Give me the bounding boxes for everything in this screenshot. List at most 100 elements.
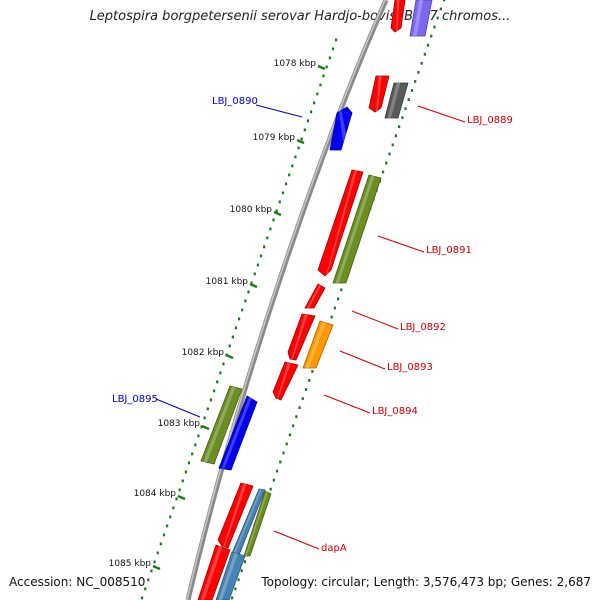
ruler-tick xyxy=(201,424,210,431)
label-leader-line xyxy=(377,235,425,253)
feature-label[interactable]: LBJ_0891 xyxy=(426,245,472,256)
feature-red-0891[interactable] xyxy=(317,169,364,277)
ruler-dot xyxy=(159,542,162,546)
ruler-tick xyxy=(317,64,326,71)
chromosome-backbone xyxy=(185,0,389,600)
label-leader-line xyxy=(155,398,201,418)
feature-red-0892[interactable] xyxy=(304,283,326,309)
ruler-dot xyxy=(240,569,243,573)
feature-orange-0893[interactable] xyxy=(302,320,334,369)
ruler-dot xyxy=(282,451,285,455)
ruler-dot xyxy=(266,236,269,240)
ruler-tick-label: 1081 kbp xyxy=(206,277,249,287)
ruler-dot xyxy=(222,362,225,366)
feature-red-top[interactable] xyxy=(390,0,406,33)
feature-lbj0890[interactable] xyxy=(329,106,353,151)
ruler-dot xyxy=(309,110,313,114)
ruler-dot xyxy=(216,380,219,384)
ruler-dot xyxy=(284,182,288,186)
ruler-dot xyxy=(281,191,285,195)
ruler-dot xyxy=(388,152,391,156)
ruler-dot xyxy=(322,74,325,78)
ruler-dot xyxy=(272,218,275,222)
ruler-dot xyxy=(212,389,216,393)
ruler-dot xyxy=(244,299,247,303)
ruler-dot xyxy=(381,170,385,174)
feature-gray-0889[interactable] xyxy=(384,82,409,119)
ruler-dot xyxy=(206,407,209,411)
ruler-dot xyxy=(433,25,436,29)
feature-olive-0891[interactable] xyxy=(332,174,382,284)
ruler-dot xyxy=(172,506,175,510)
ruler-dot xyxy=(141,596,144,600)
ruler-dot xyxy=(219,371,222,375)
feature-red-0889a[interactable] xyxy=(368,75,390,113)
ruler-tick xyxy=(225,353,234,360)
ruler-dot xyxy=(231,335,234,339)
ruler-dot xyxy=(420,61,423,65)
feature-label[interactable]: LBJ_0895 xyxy=(112,394,158,405)
feature-label[interactable]: LBJ_0890 xyxy=(212,96,258,107)
feature-label[interactable]: dapA xyxy=(321,543,347,554)
ruler-dot xyxy=(285,442,288,446)
feature-label[interactable]: LBJ_0889 xyxy=(467,115,513,126)
map-title: Leptospira borgpetersenii serovar Hardjo… xyxy=(89,9,511,24)
ruler-dot xyxy=(191,452,194,456)
ruler-dot xyxy=(243,560,247,564)
ruler-dot xyxy=(231,596,234,600)
ruler-dot xyxy=(439,7,442,11)
feature-label[interactable]: LBJ_0892 xyxy=(400,322,446,333)
feature-label[interactable]: LBJ_0894 xyxy=(372,406,418,417)
ruler-dot xyxy=(330,315,333,319)
label-leader-line xyxy=(255,104,303,118)
ruler-dot xyxy=(301,397,304,400)
genome-summary: Topology: circular; Length: 3,576,473 bp… xyxy=(261,575,591,589)
feature-label[interactable]: LBJ_0893 xyxy=(387,362,433,373)
ruler-dot xyxy=(153,560,156,564)
feature-olive-0895[interactable] xyxy=(200,385,243,465)
ruler-tick-label: 1082 kbp xyxy=(182,348,225,358)
ruler-dot xyxy=(333,306,336,310)
feature-red-dapA[interactable] xyxy=(217,482,254,549)
ruler-dot xyxy=(166,524,169,528)
feature-red-bottom[interactable] xyxy=(197,544,231,600)
ruler-dot xyxy=(291,164,294,168)
ruler-dot xyxy=(331,47,335,51)
label-leader-line xyxy=(273,530,320,550)
ruler-dot xyxy=(316,92,319,96)
ruler-tick xyxy=(249,282,258,289)
ruler-dot xyxy=(311,369,314,373)
ruler-dot xyxy=(209,398,213,402)
ruler-dot xyxy=(410,89,414,92)
feature-steel-bottom[interactable] xyxy=(215,551,246,600)
ruler-tick xyxy=(273,210,282,217)
ruler-dot xyxy=(269,227,272,231)
ruler-dot xyxy=(426,43,430,47)
ruler-dot xyxy=(181,479,184,483)
accession-label: Accession: NC_008510 xyxy=(9,575,146,589)
feature-red-0893[interactable] xyxy=(287,313,316,361)
ruler-dot xyxy=(288,173,291,177)
ruler-tick-label: 1084 kbp xyxy=(134,489,177,499)
ruler-dot xyxy=(241,308,244,312)
ruler-dot xyxy=(250,281,253,285)
ruler-dot xyxy=(228,344,231,348)
feature-violet-top[interactable] xyxy=(409,0,433,37)
ruler-dot xyxy=(203,416,206,420)
ruler-dot xyxy=(401,116,404,120)
ruler-dot xyxy=(144,587,147,591)
ruler-dot xyxy=(150,569,153,573)
label-leader-line xyxy=(417,105,466,123)
ruler-dot xyxy=(247,290,250,294)
ruler-dot xyxy=(278,200,281,204)
ruler-dot xyxy=(259,254,263,258)
feature-red-0894[interactable] xyxy=(272,361,299,401)
feature-blue-0895[interactable] xyxy=(218,395,258,471)
ruler-dot xyxy=(417,70,420,74)
ruler-dot xyxy=(256,263,259,267)
ruler-dot xyxy=(162,533,166,537)
ruler-dot xyxy=(253,272,256,276)
ruler-dot xyxy=(200,425,203,429)
feature-olive-dapA[interactable] xyxy=(243,490,272,557)
ruler-dot xyxy=(300,137,303,141)
